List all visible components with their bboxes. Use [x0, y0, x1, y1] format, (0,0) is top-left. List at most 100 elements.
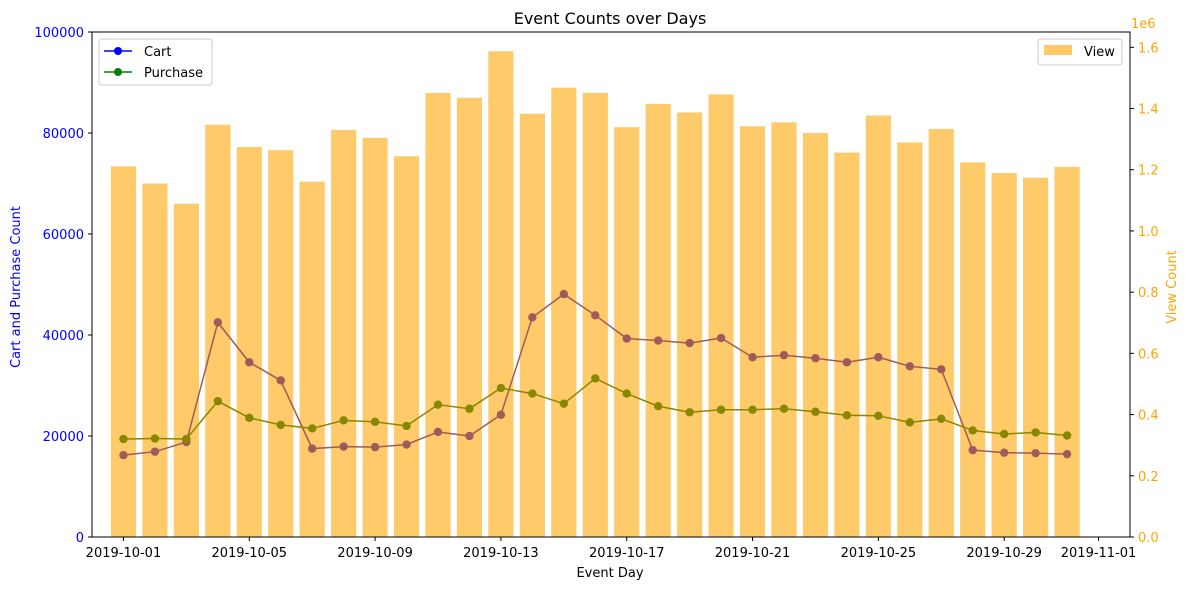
purchase-line-segment [532, 392, 565, 405]
cart-point-2019-10-24 [842, 358, 852, 367]
view-bar-2019-10-13 [488, 51, 514, 537]
cart-line-segment [154, 441, 187, 453]
cart-point-2019-10-08 [339, 442, 348, 451]
line-series [119, 289, 1072, 460]
x-axis-title: Event Day [576, 566, 643, 581]
cart-line-segment [217, 321, 250, 363]
purchase-point-2019-10-30 [1031, 428, 1040, 437]
cart-point-2019-10-28 [968, 445, 977, 455]
cart-point-2019-10-05 [245, 358, 254, 367]
purchase-line-segment [469, 387, 502, 410]
cart-line-segment [594, 314, 628, 340]
view-bar-2019-10-25 [865, 115, 891, 538]
chart-title: Event Counts over Days [514, 9, 707, 28]
cart-line-segment [689, 337, 722, 344]
cart-line-segment [123, 450, 155, 456]
view-bar-2019-10-15 [551, 87, 577, 537]
purchase-line-segment [783, 407, 816, 413]
purchase-point-2019-10-26 [905, 418, 915, 427]
left-tick-label: 60000 [43, 228, 84, 243]
cart-point-2019-10-06 [276, 376, 285, 385]
view-bars [110, 51, 1080, 538]
right-tick-label: 1.0 [1138, 225, 1159, 240]
purchase-line-segment [280, 424, 313, 430]
cart-point-2019-10-15 [559, 289, 569, 299]
view-bar-2019-10-14 [519, 113, 545, 537]
view-bar-2019-10-24 [834, 152, 860, 537]
purchase-line-segment [500, 387, 533, 395]
purchase-point-2019-10-09 [370, 417, 380, 427]
x-tick-label: 2019-10-21 [715, 546, 791, 561]
purchase-point-2019-10-24 [842, 411, 852, 420]
purchase-line-segment [846, 414, 879, 417]
cart-point-2019-10-13 [496, 410, 506, 419]
left-tick-label: 20000 [43, 430, 84, 445]
purchase-point-2019-10-11 [433, 400, 443, 409]
left-tick-label: 80000 [43, 127, 84, 142]
cart-line-segment [280, 380, 313, 449]
purchase-point-2019-10-02 [150, 434, 160, 443]
purchase-point-2019-10-14 [528, 389, 537, 398]
purchase-point-2019-10-04 [213, 396, 223, 406]
cart-line-segment [940, 369, 974, 451]
view-bar-2019-10-01 [110, 166, 137, 538]
cart-line-segment [500, 317, 534, 416]
purchase-line-segment [909, 418, 942, 424]
cart-line-segment [312, 445, 344, 450]
purchase-line-segment [563, 377, 596, 405]
view-bar-2019-10-06 [268, 150, 294, 537]
x-tick-label: 2019-10-25 [841, 546, 917, 561]
view-bar-2019-10-28 [960, 162, 986, 537]
purchase-point-2019-10-07 [307, 424, 317, 433]
purchase-point-2019-10-28 [968, 426, 977, 435]
cart-line-segment [248, 361, 282, 382]
right-axis-title: View Count [1165, 250, 1180, 324]
purchase-line-segment [658, 405, 690, 414]
purchase-line-segment [594, 377, 628, 395]
cart-line-segment [815, 357, 848, 364]
legend-right: View [1037, 38, 1123, 66]
view-bar-2019-10-27 [928, 129, 954, 537]
purchase-line-segment [123, 437, 155, 440]
view-bar-2019-10-05 [236, 147, 262, 537]
cart-line-segment [185, 322, 219, 443]
cart-point-2019-10-14 [528, 313, 537, 322]
legend-purchase-label: Purchase [144, 66, 203, 81]
view-bar-2019-10-11 [425, 92, 451, 537]
view-bar-2019-10-10 [393, 156, 420, 537]
purchase-point-2019-10-15 [559, 399, 569, 408]
cart-point-2019-10-12 [465, 431, 474, 441]
purchase-point-2019-10-23 [811, 407, 820, 416]
cart-point-2019-10-21 [748, 353, 757, 362]
view-bar-2019-10-18 [645, 103, 671, 537]
x-tick-label: 2019-10-17 [589, 546, 665, 561]
cart-line-segment [1004, 451, 1036, 454]
view-bar-2019-10-20 [708, 94, 734, 537]
cart-line-segment [1035, 452, 1068, 455]
cart-point-2019-10-31 [1062, 449, 1072, 459]
cart-point-2019-10-22 [779, 351, 789, 360]
view-bar-2019-10-21 [739, 126, 766, 538]
purchase-line-segment [249, 417, 281, 426]
view-bar-2019-10-22 [771, 122, 797, 538]
purchase-point-2019-10-03 [182, 434, 191, 444]
cart-line-segment [531, 293, 565, 318]
axes: 2019-10-01 2019-10-05 2019-10-09 2019-10-13… [34, 26, 1158, 561]
view-bar-2019-10-23 [802, 133, 829, 537]
purchase-line-segment [1035, 431, 1068, 437]
purchase-point-2019-10-27 [937, 414, 946, 424]
purchase-point-2019-10-29 [999, 429, 1009, 439]
view-bar-2019-10-02 [142, 183, 168, 537]
right-tick-label: 0.6 [1138, 347, 1159, 362]
right-tick-label: 0.4 [1138, 409, 1159, 424]
cart-point-2019-10-26 [905, 362, 915, 371]
purchase-line-segment [689, 408, 722, 414]
view-bar-2019-10-31 [1054, 166, 1080, 538]
view-bar-2019-10-19 [677, 112, 703, 537]
cart-line-segment [658, 339, 690, 344]
purchase-line-segment [185, 400, 219, 440]
legend-view-label: View [1084, 45, 1115, 60]
cart-point-2019-10-17 [622, 334, 631, 343]
